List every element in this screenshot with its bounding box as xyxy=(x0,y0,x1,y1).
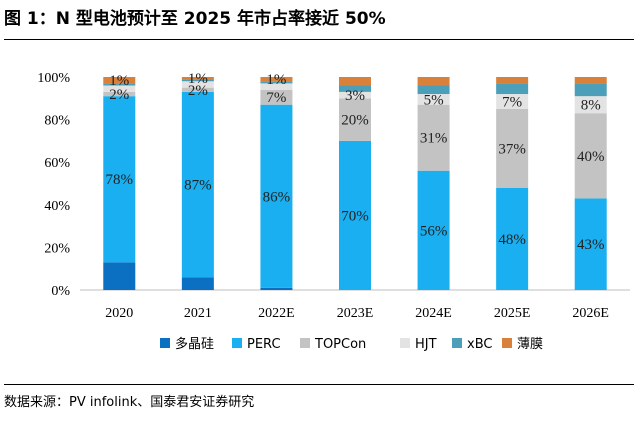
bar-segment xyxy=(181,277,214,290)
segment-label: 7% xyxy=(502,94,522,110)
title-divider xyxy=(4,39,634,40)
bar-segment xyxy=(103,85,136,92)
y-tick-label: 40% xyxy=(44,199,70,214)
bar-segment xyxy=(339,85,371,92)
bar-segment xyxy=(417,77,450,86)
bar-segment xyxy=(574,198,607,290)
segment-label: 43% xyxy=(577,237,605,253)
bar-segment xyxy=(417,94,450,105)
segment-label: 1% xyxy=(109,73,129,89)
segment-label: 87% xyxy=(184,178,212,194)
bar-segment xyxy=(181,87,214,92)
bar-segment xyxy=(496,77,529,84)
segment-label: 20% xyxy=(341,113,369,129)
bar-segment xyxy=(103,91,136,97)
segment-label: 40% xyxy=(577,149,605,165)
bar-segment xyxy=(417,170,450,290)
legend-swatch xyxy=(400,338,410,348)
bar-segment xyxy=(339,91,371,99)
x-tick-label: 2026E xyxy=(572,306,609,321)
legend-swatch xyxy=(452,338,462,348)
bar-segment xyxy=(103,262,136,290)
legend-label: 多晶硅 xyxy=(175,336,214,352)
chart-title: 图 1：N 型电池预计至 2025 年市占率接近 50% xyxy=(4,9,386,29)
y-tick-label: 0% xyxy=(51,284,70,299)
segment-label: 48% xyxy=(498,232,526,248)
bar-segment xyxy=(103,77,136,84)
segment-label: 2% xyxy=(188,83,208,99)
bar-segment xyxy=(496,83,529,95)
segment-labels: 78%2%1%87%2%1%86%7%1%70%20%3%56%31%5%48%… xyxy=(106,71,605,253)
segment-label: 3% xyxy=(345,88,365,104)
bar-segment xyxy=(574,77,607,84)
legend-label: xBC xyxy=(467,337,492,352)
legend: 多晶硅 PERC TOPCon HJT xBC 薄膜 xyxy=(160,336,543,352)
segment-label: 86% xyxy=(263,189,291,205)
y-tick-label: 100% xyxy=(37,71,70,86)
bar-segment xyxy=(260,81,293,84)
legend-label: TOPCon xyxy=(314,337,366,352)
y-axis: 0% 20% 40% 60% 80% 100% xyxy=(37,71,630,299)
bar-segment xyxy=(417,85,450,95)
y-tick-label: 20% xyxy=(44,241,70,256)
stacked-bar-chart: 0%20%40%60%80%100% 78%2%1%87%2%1%86%7%1%… xyxy=(37,71,630,352)
x-tick-label: 2023E xyxy=(337,306,374,321)
bar-segment xyxy=(417,104,450,171)
bar-segment xyxy=(339,77,371,86)
x-tick-label: 2020 xyxy=(105,306,133,321)
source-divider xyxy=(4,384,634,385)
bar-segment xyxy=(181,79,214,82)
legend-swatch xyxy=(502,338,512,348)
x-axis: 2020 2021 2022E 2023E 2024E 2025E 2026E xyxy=(105,306,609,321)
bar-segment xyxy=(574,96,607,114)
bar-segment xyxy=(574,113,607,199)
bar-segment xyxy=(181,91,214,278)
bar-segment xyxy=(260,89,293,105)
x-tick-label: 2022E xyxy=(258,306,295,321)
segment-label: 1% xyxy=(266,72,286,88)
segment-label: 70% xyxy=(341,208,369,224)
segment-label: 5% xyxy=(424,92,444,108)
bar-segment xyxy=(260,77,293,82)
bar-segment xyxy=(496,108,529,188)
bar-segment xyxy=(574,83,607,97)
segment-label: 8% xyxy=(581,98,601,114)
bar-segment xyxy=(103,96,136,263)
bar-segment xyxy=(260,287,293,290)
source-note: 数据来源：PV infolink、国泰君安证券研究 xyxy=(4,395,255,410)
legend-swatch xyxy=(232,338,242,348)
segment-label: 7% xyxy=(266,90,286,106)
bar-segment xyxy=(181,81,214,88)
bar-segment xyxy=(339,140,371,290)
x-tick-label: 2024E xyxy=(415,306,452,321)
bars xyxy=(103,77,607,290)
bar-segment xyxy=(496,94,529,109)
bar-segment xyxy=(496,187,529,290)
legend-swatch xyxy=(300,338,310,348)
x-tick-label: 2021 xyxy=(184,306,212,321)
bar-segment xyxy=(339,98,371,141)
segment-label: 31% xyxy=(420,131,448,147)
legend-label: HJT xyxy=(415,337,437,352)
segment-label: 37% xyxy=(498,141,526,157)
y-tick-label: 60% xyxy=(44,156,70,171)
x-tick-label: 2025E xyxy=(494,306,531,321)
segment-label: 1% xyxy=(188,71,208,87)
legend-swatch xyxy=(160,338,170,348)
bar-segment xyxy=(260,104,293,288)
legend-label: PERC xyxy=(247,337,281,352)
legend-label: 薄膜 xyxy=(517,337,543,352)
bar-segment xyxy=(260,83,293,90)
y-tick-label: 80% xyxy=(44,114,70,129)
bar-segment xyxy=(181,77,214,80)
bar-segment xyxy=(103,83,136,86)
segment-label: 78% xyxy=(106,172,134,188)
segment-label: 2% xyxy=(109,87,129,103)
segment-label: 56% xyxy=(420,223,448,239)
